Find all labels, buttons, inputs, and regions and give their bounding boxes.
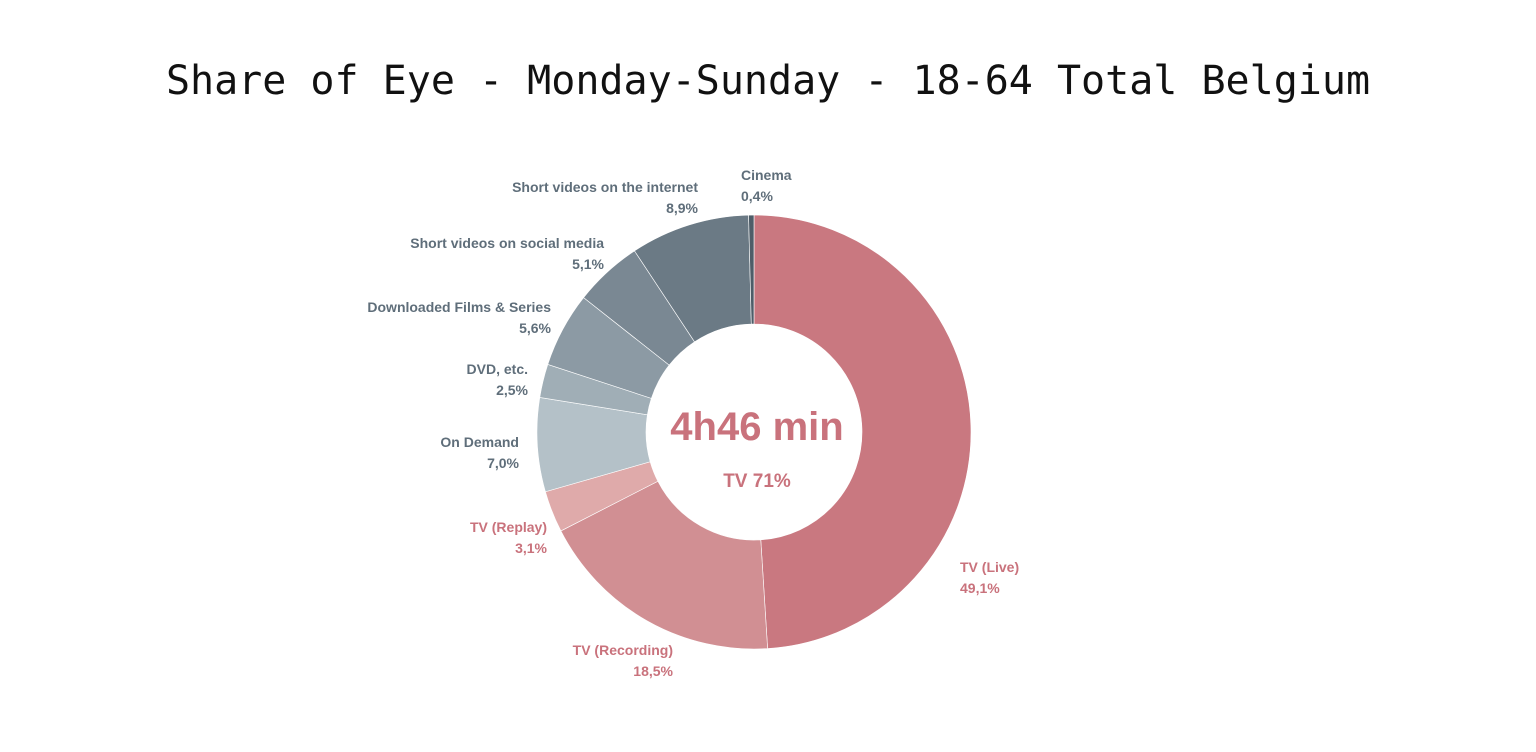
- label-tv-recording: TV (Recording): [573, 642, 673, 658]
- label-on-demand: On Demand: [440, 434, 519, 450]
- value-on-demand: 7,0%: [487, 455, 519, 471]
- value-downloaded-films-series: 5,6%: [519, 320, 551, 336]
- value-short-videos-on-the-internet: 8,9%: [666, 200, 698, 216]
- label-short-videos-on-the-internet: Short videos on the internet: [512, 179, 698, 195]
- value-tv-live: 49,1%: [960, 580, 1000, 596]
- value-tv-recording: 18,5%: [633, 663, 673, 679]
- label-cinema: Cinema: [741, 167, 792, 183]
- slices-group: [536, 214, 972, 650]
- value-dvd-etc: 2,5%: [496, 382, 528, 398]
- center-total-time: 4h46 min: [670, 405, 843, 449]
- value-cinema: 0,4%: [741, 188, 773, 204]
- slice-tv-live: [753, 214, 972, 649]
- value-short-videos-on-social-media: 5,1%: [572, 256, 604, 272]
- label-dvd-etc: DVD, etc.: [467, 361, 528, 377]
- chart-title: Share of Eye - Monday-Sunday - 18-64 Tot…: [165, 58, 1371, 104]
- label-tv-replay: TV (Replay): [470, 519, 547, 535]
- center-tv-share: TV 71%: [723, 471, 791, 492]
- labels-group: TV (Live) 49,1% TV (Recording) 18,5% TV (Rep…: [367, 167, 1019, 679]
- label-tv-live: TV (Live): [960, 559, 1019, 575]
- label-short-videos-on-social-media: Short videos on social media: [410, 235, 604, 251]
- label-downloaded-films-series: Downloaded Films & Series: [367, 299, 551, 315]
- slice-cinema: [748, 214, 755, 325]
- value-tv-replay: 3,1%: [515, 540, 547, 556]
- slice-tv-recording: [560, 480, 768, 650]
